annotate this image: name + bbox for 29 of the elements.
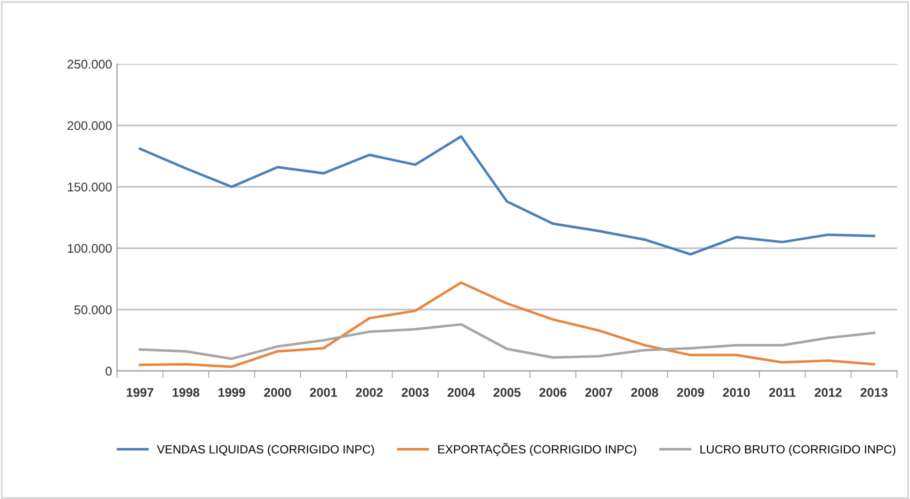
y-tick-label: 0 [106, 366, 112, 376]
line-series [138, 135, 876, 256]
y-tick-label: 150.000 [68, 182, 112, 192]
line-series [138, 323, 876, 360]
x-tick-label: 2008 [631, 388, 658, 397]
x-tick-label: 2012 [814, 388, 842, 397]
x-tick-label: 2002 [356, 388, 383, 397]
x-tick-label: 2000 [264, 388, 291, 397]
x-tick-label: 1997 [126, 388, 154, 397]
y-tick-label: 50.000 [74, 305, 112, 314]
x-tick-label: 1999 [218, 388, 246, 397]
x-tick-label: 2004 [448, 388, 475, 397]
y-tick-label: 100.000 [68, 244, 112, 253]
x-tick-label: 2010 [722, 388, 750, 397]
line-series [138, 281, 876, 368]
x-tick-label: 2005 [494, 388, 521, 397]
x-tick-label: 2007 [585, 388, 612, 397]
x-tick-label: 2013 [860, 388, 888, 397]
y-tick-label: 200.000 [68, 121, 112, 130]
x-tick-label: 2011 [769, 388, 796, 397]
legend-label: EXPORTAÇÕES (CORRIGIDO INPC) [438, 443, 636, 456]
legend-label: LUCRO BRUTO (CORRIGIDO INPC) [700, 444, 896, 456]
x-tick-label: 1998 [172, 388, 200, 397]
x-tick-label: 2003 [402, 388, 429, 397]
x-tick-label: 2006 [539, 388, 566, 397]
x-tick-label: 2009 [677, 388, 704, 397]
legend-label: VENDAS LIQUIDAS (CORRIGIDO INPC) [156, 444, 374, 456]
x-tick-label: 2001 [310, 388, 338, 397]
y-tick-label: 250.000 [68, 60, 112, 69]
